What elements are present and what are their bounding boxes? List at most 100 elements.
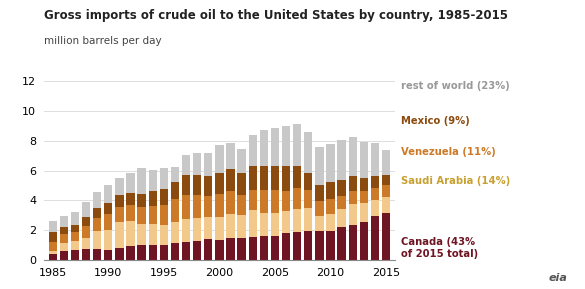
Bar: [226, 191, 235, 214]
Bar: [293, 209, 301, 232]
Bar: [326, 182, 335, 199]
Bar: [126, 205, 135, 221]
Bar: [293, 232, 301, 260]
Bar: [338, 180, 346, 196]
Bar: [204, 153, 212, 176]
Bar: [382, 175, 390, 185]
Bar: [271, 236, 279, 260]
Bar: [382, 150, 390, 175]
Bar: [282, 211, 290, 233]
Bar: [215, 173, 223, 194]
Bar: [115, 222, 123, 248]
Bar: [149, 244, 157, 260]
Bar: [260, 236, 268, 260]
Bar: [215, 194, 223, 217]
Bar: [304, 190, 312, 208]
Bar: [160, 225, 168, 244]
Bar: [349, 137, 357, 176]
Bar: [126, 221, 135, 246]
Bar: [326, 214, 335, 231]
Bar: [304, 173, 312, 190]
Bar: [182, 175, 190, 195]
Bar: [238, 238, 246, 260]
Bar: [304, 231, 312, 260]
Bar: [238, 149, 246, 173]
Bar: [93, 249, 101, 260]
Bar: [171, 167, 179, 182]
Bar: [126, 193, 135, 205]
Bar: [249, 237, 257, 260]
Bar: [326, 144, 335, 182]
Bar: [104, 214, 112, 230]
Bar: [371, 200, 379, 216]
Bar: [182, 155, 190, 175]
Bar: [249, 166, 257, 190]
Bar: [249, 135, 257, 166]
Bar: [104, 185, 112, 203]
Bar: [282, 190, 290, 211]
Bar: [93, 208, 101, 218]
Bar: [60, 234, 68, 243]
Bar: [126, 173, 135, 193]
Bar: [360, 223, 368, 260]
Text: Gross imports of crude oil to the United States by country, 1985-2015: Gross imports of crude oil to the United…: [44, 9, 508, 22]
Bar: [193, 153, 201, 175]
Bar: [326, 231, 335, 260]
Bar: [93, 231, 101, 249]
Bar: [71, 231, 79, 241]
Bar: [349, 191, 357, 204]
Bar: [304, 132, 312, 173]
Bar: [104, 250, 112, 260]
Bar: [49, 232, 57, 242]
Bar: [60, 216, 68, 227]
Bar: [137, 208, 146, 225]
Bar: [82, 217, 90, 226]
Bar: [360, 178, 368, 191]
Bar: [349, 225, 357, 260]
Bar: [282, 126, 290, 166]
Bar: [126, 246, 135, 260]
Bar: [193, 241, 201, 260]
Bar: [137, 225, 146, 245]
Bar: [271, 213, 279, 236]
Bar: [71, 250, 79, 260]
Bar: [349, 176, 357, 191]
Bar: [160, 244, 168, 260]
Bar: [182, 195, 190, 218]
Bar: [315, 201, 324, 216]
Bar: [160, 168, 168, 189]
Bar: [260, 166, 268, 190]
Bar: [315, 185, 324, 201]
Bar: [93, 218, 101, 231]
Bar: [226, 169, 235, 191]
Bar: [215, 217, 223, 240]
Bar: [293, 124, 301, 166]
Bar: [271, 190, 279, 213]
Bar: [238, 195, 246, 215]
Bar: [171, 199, 179, 222]
Bar: [82, 238, 90, 249]
Bar: [49, 251, 57, 254]
Bar: [204, 240, 212, 260]
Bar: [193, 218, 201, 241]
Bar: [371, 188, 379, 200]
Bar: [82, 249, 90, 260]
Bar: [49, 242, 57, 251]
Text: eia: eia: [549, 273, 567, 283]
Bar: [226, 214, 235, 238]
Bar: [160, 189, 168, 205]
Bar: [171, 182, 179, 199]
Bar: [193, 195, 201, 218]
Text: Mexico (9%): Mexico (9%): [401, 116, 470, 126]
Bar: [249, 210, 257, 237]
Bar: [182, 218, 190, 242]
Bar: [382, 213, 390, 260]
Bar: [160, 205, 168, 225]
Bar: [104, 230, 112, 250]
Bar: [149, 206, 157, 224]
Bar: [226, 238, 235, 260]
Bar: [137, 245, 146, 260]
Bar: [326, 199, 335, 214]
Text: Venezuela (11%): Venezuela (11%): [401, 147, 495, 158]
Bar: [82, 226, 90, 238]
